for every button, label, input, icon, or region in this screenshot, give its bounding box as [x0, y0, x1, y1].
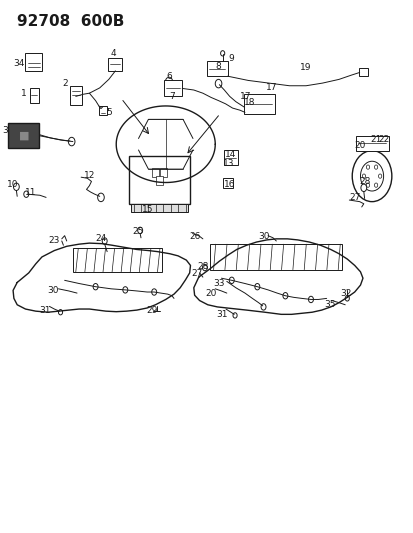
Bar [99, 107, 107, 115]
Text: 1: 1 [21, 88, 26, 98]
Text: 23: 23 [49, 237, 60, 246]
Circle shape [361, 174, 365, 178]
Text: 34: 34 [14, 59, 25, 68]
Bar [358, 68, 367, 76]
Bar [222, 178, 232, 188]
Circle shape [14, 183, 19, 190]
Text: 31: 31 [39, 305, 51, 314]
Bar [108, 58, 122, 71]
Text: ■: ■ [19, 131, 29, 141]
Text: 30: 30 [47, 286, 59, 295]
Text: 27: 27 [349, 193, 361, 202]
Text: 13: 13 [222, 159, 234, 168]
Circle shape [308, 296, 313, 303]
Text: 9: 9 [228, 54, 233, 62]
Circle shape [102, 238, 107, 244]
Circle shape [123, 287, 128, 293]
Bar [128, 157, 190, 204]
Bar [152, 168, 158, 177]
Bar [355, 136, 388, 151]
Text: 3: 3 [2, 126, 8, 135]
Circle shape [351, 151, 391, 201]
Text: 33: 33 [213, 279, 225, 288]
Bar [163, 80, 182, 96]
Text: 31: 31 [216, 310, 227, 319]
Text: 28: 28 [197, 262, 208, 271]
Text: 35: 35 [323, 300, 335, 309]
Text: 22: 22 [378, 135, 389, 144]
Text: 17: 17 [240, 92, 251, 101]
Text: 29: 29 [147, 305, 158, 314]
Circle shape [151, 289, 156, 295]
Text: 17: 17 [266, 83, 277, 92]
Text: 6: 6 [166, 71, 171, 80]
Circle shape [254, 284, 259, 290]
Circle shape [282, 293, 287, 299]
Text: 4: 4 [110, 50, 116, 58]
Circle shape [58, 310, 62, 315]
Circle shape [366, 165, 369, 169]
Circle shape [373, 165, 377, 169]
Circle shape [366, 183, 369, 187]
Text: 10: 10 [7, 180, 18, 189]
Circle shape [360, 184, 366, 191]
Text: 5: 5 [107, 108, 112, 117]
Bar [29, 88, 38, 103]
Bar [8, 123, 39, 149]
Circle shape [373, 183, 377, 187]
Text: 12: 12 [83, 171, 95, 180]
Text: 14: 14 [225, 150, 236, 159]
Text: 28: 28 [359, 177, 370, 186]
Text: 20: 20 [205, 288, 216, 297]
Circle shape [93, 284, 98, 290]
Text: 24: 24 [95, 235, 107, 244]
Text: 15: 15 [142, 205, 153, 214]
Bar [160, 168, 166, 177]
Circle shape [202, 264, 207, 271]
Bar [156, 176, 162, 185]
Circle shape [215, 79, 221, 88]
Text: 19: 19 [299, 63, 311, 72]
Circle shape [97, 193, 104, 201]
Circle shape [344, 296, 349, 301]
Text: 32: 32 [339, 288, 351, 297]
Bar [206, 61, 227, 76]
Circle shape [377, 174, 381, 178]
Circle shape [138, 227, 142, 233]
Text: 20: 20 [354, 141, 365, 150]
Text: 21: 21 [370, 135, 381, 144]
Bar [244, 94, 274, 115]
Bar [210, 244, 341, 270]
Bar [223, 150, 238, 165]
Text: 11: 11 [25, 188, 36, 197]
Circle shape [165, 77, 172, 87]
Circle shape [233, 313, 237, 318]
Circle shape [360, 161, 383, 191]
Circle shape [24, 191, 28, 197]
Text: 16: 16 [224, 180, 235, 189]
Text: 26: 26 [188, 232, 200, 241]
Text: 8: 8 [215, 62, 221, 71]
Text: 18: 18 [243, 98, 255, 107]
Text: 30: 30 [258, 232, 269, 241]
Text: 7: 7 [169, 92, 174, 101]
Bar [131, 204, 188, 212]
Circle shape [68, 138, 75, 146]
Text: 27: 27 [191, 269, 202, 278]
Circle shape [261, 304, 266, 310]
Circle shape [229, 277, 234, 284]
Bar [70, 86, 81, 105]
Circle shape [220, 51, 224, 56]
Bar [25, 53, 42, 71]
Text: 2: 2 [62, 78, 68, 87]
Text: 92708  600B: 92708 600B [17, 14, 124, 29]
Text: 25: 25 [132, 228, 143, 237]
Bar [73, 248, 161, 272]
